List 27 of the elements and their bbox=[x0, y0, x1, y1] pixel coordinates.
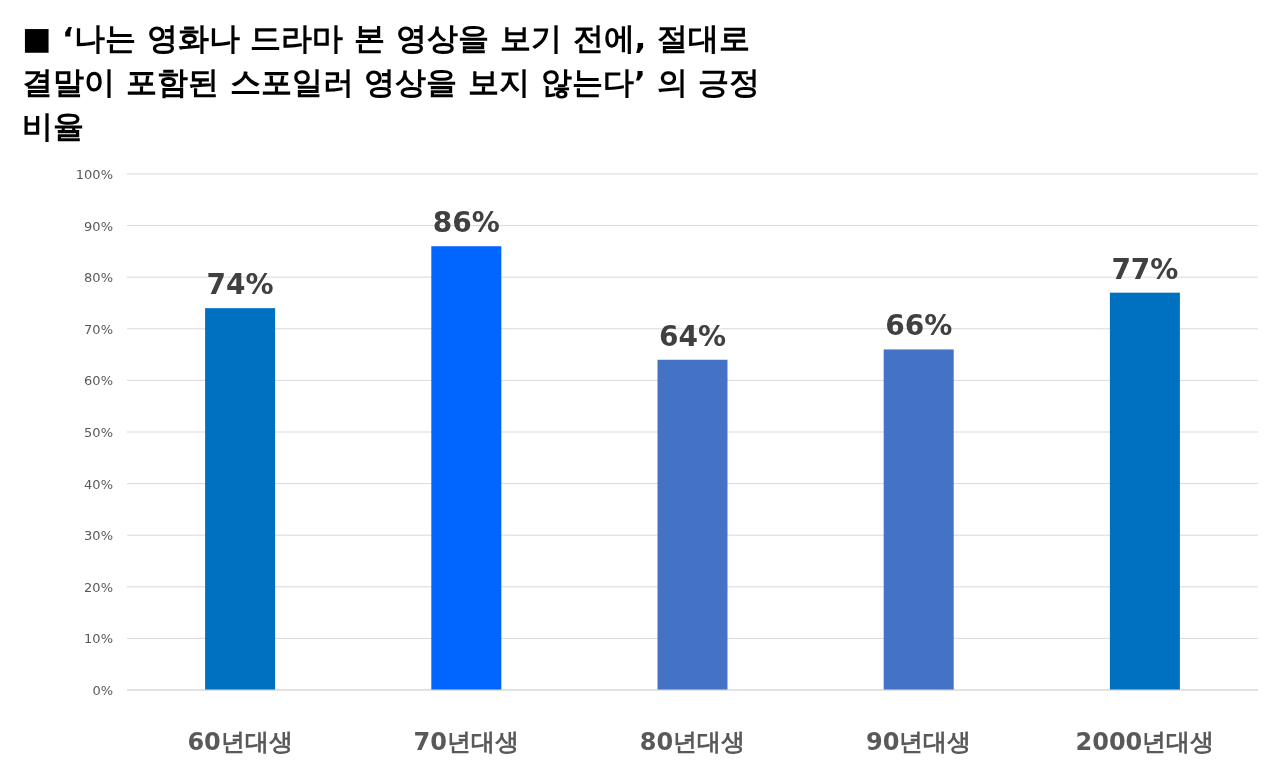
chart-title: ■ ‘나는 영화나 드라마 본 영상을 보기 전에, 절대로 결말이 포함된 스포일러 영상을 보지 않는다’ 의 긍정 비율 bbox=[22, 19, 762, 146]
data-label: 74% bbox=[206, 268, 274, 302]
bar bbox=[657, 359, 728, 690]
data-label: 86% bbox=[432, 206, 500, 240]
bar bbox=[1109, 292, 1180, 690]
y-tick-label: 20% bbox=[84, 579, 113, 595]
bar bbox=[883, 349, 954, 690]
y-tick-label: 0% bbox=[92, 683, 113, 698]
data-label: 77% bbox=[1111, 252, 1179, 286]
x-tick-label: 90년대생 bbox=[866, 728, 972, 756]
y-tick-label: 50% bbox=[84, 425, 113, 440]
bar bbox=[431, 246, 502, 690]
x-tick-label: 60년대생 bbox=[187, 728, 293, 756]
y-tick-label: 60% bbox=[84, 373, 113, 389]
y-tick-label: 30% bbox=[84, 528, 113, 544]
x-tick-label: 80년대생 bbox=[639, 728, 746, 756]
x-tick-label: 70년대생 bbox=[413, 728, 519, 756]
y-tick-label: 80% bbox=[84, 270, 113, 286]
y-tick-label: 100% bbox=[75, 167, 113, 182]
data-label: 66% bbox=[885, 309, 953, 343]
x-tick-label: 2000년대생 bbox=[1075, 728, 1215, 756]
y-tick-label: 40% bbox=[84, 476, 113, 492]
y-tick-label: 10% bbox=[84, 631, 113, 647]
data-label: 64% bbox=[658, 319, 727, 353]
bar bbox=[205, 308, 276, 690]
y-tick-label: 90% bbox=[84, 218, 113, 234]
y-tick-label: 70% bbox=[84, 321, 113, 337]
